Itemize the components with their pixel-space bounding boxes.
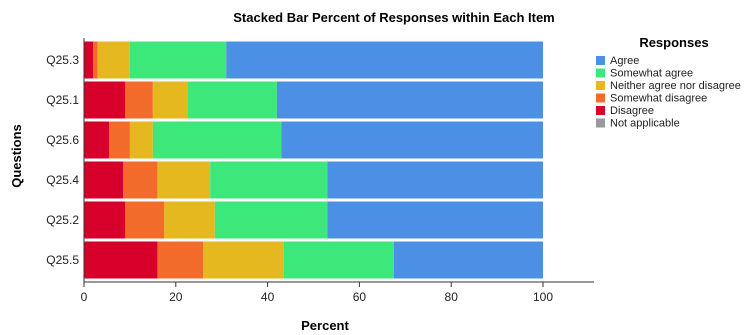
x-tick-label: 20 [169, 290, 183, 304]
legend-label-agree: Agree [610, 55, 639, 67]
bar-segment-Q25-5-neither-agree-nor-disagree [203, 241, 284, 279]
x-tick-label: 0 [81, 290, 88, 304]
bar-segment-Q25-2-somewhat-agree [214, 201, 328, 239]
legend-label-disagree: Disagree [610, 105, 654, 117]
bar-segment-Q25-6-agree [281, 121, 543, 159]
legend-label-somewhat-agree: Somewhat agree [610, 68, 693, 80]
legend-swatch-neither-agree-nor-disagree [596, 81, 605, 90]
legend-label-not-applicable: Not applicable [610, 118, 680, 130]
bar-segment-Q25-5-agree [393, 241, 543, 279]
bar-segment-Q25-2-somewhat-disagree [125, 201, 165, 239]
bar-segment-Q25-5-somewhat-agree [283, 241, 394, 279]
bar-segment-Q25-3-agree [226, 41, 544, 79]
legend-swatch-agree [596, 56, 605, 65]
bar-segment-Q25-3-somewhat-disagree [93, 41, 98, 79]
legend-swatch-not-applicable [596, 118, 605, 128]
bar-segment-Q25-4-neither-agree-nor-disagree [157, 161, 211, 199]
axes-group: Q25.3 Q25.1 Q25.6 Q25.4 Q25.2 Q25.5 0 20 40 60 80 1… [46, 38, 594, 304]
bar-segment-Q25-3-somewhat-agree [129, 41, 227, 79]
y-tick-label: Q25.4 [46, 173, 79, 187]
bar-segment-Q25-4-somewhat-agree [210, 161, 328, 199]
legend-swatch-somewhat-disagree [596, 93, 605, 103]
bar-segment-Q25-1-somewhat-agree [187, 81, 277, 119]
bar-segment-Q25-1-somewhat-disagree [125, 81, 153, 119]
bar-segment-Q25-5-somewhat-disagree [157, 241, 204, 279]
legend-label-neither-agree-nor-disagree: Neither agree nor disagree [610, 80, 741, 92]
x-tick-label: 80 [445, 290, 459, 304]
bar-segment-Q25-5-disagree [84, 241, 158, 279]
x-tick-label: 60 [353, 290, 367, 304]
bar-segment-Q25-4-agree [327, 161, 543, 199]
y-tick-label: Q25.5 [46, 253, 79, 267]
x-tick-label: 100 [533, 290, 553, 304]
bar-segment-Q25-6-somewhat-disagree [109, 121, 130, 159]
legend-swatch-disagree [596, 106, 605, 115]
y-tick-label: Q25.2 [46, 213, 79, 227]
bar-segment-Q25-3-neither-agree-nor-disagree [97, 41, 130, 79]
bar-segment-Q25-1-disagree [84, 81, 126, 119]
bar-segment-Q25-2-disagree [84, 201, 126, 239]
y-tick-label: Q25.6 [46, 133, 79, 147]
x-axis-label: Percent [301, 318, 349, 333]
bar-segment-Q25-1-neither-agree-nor-disagree [152, 81, 188, 119]
bar-segment-Q25-6-somewhat-agree [152, 121, 282, 159]
bar-segment-Q25-2-agree [327, 201, 543, 239]
bar-segment-Q25-2-neither-agree-nor-disagree [164, 201, 215, 239]
bar-segment-Q25-1-agree [276, 81, 543, 119]
legend-swatch-somewhat-agree [596, 68, 605, 78]
x-tick-label: 40 [261, 290, 275, 304]
bar-segment-Q25-4-disagree [84, 161, 124, 199]
bars-group [84, 41, 544, 279]
legend-label-somewhat-disagree: Somewhat disagree [610, 93, 707, 105]
bar-segment-Q25-6-disagree [84, 121, 110, 159]
y-axis-label: Questions [9, 124, 24, 188]
bar-segment-Q25-3-disagree [84, 41, 94, 79]
bar-segment-Q25-4-somewhat-disagree [123, 161, 158, 199]
legend-title: Responses [639, 35, 708, 50]
y-tick-label: Q25.3 [46, 53, 79, 67]
y-tick-label: Q25.1 [46, 93, 79, 107]
chart-title: Stacked Bar Percent of Responses within … [233, 10, 555, 25]
bar-segment-Q25-6-neither-agree-nor-disagree [129, 121, 153, 159]
